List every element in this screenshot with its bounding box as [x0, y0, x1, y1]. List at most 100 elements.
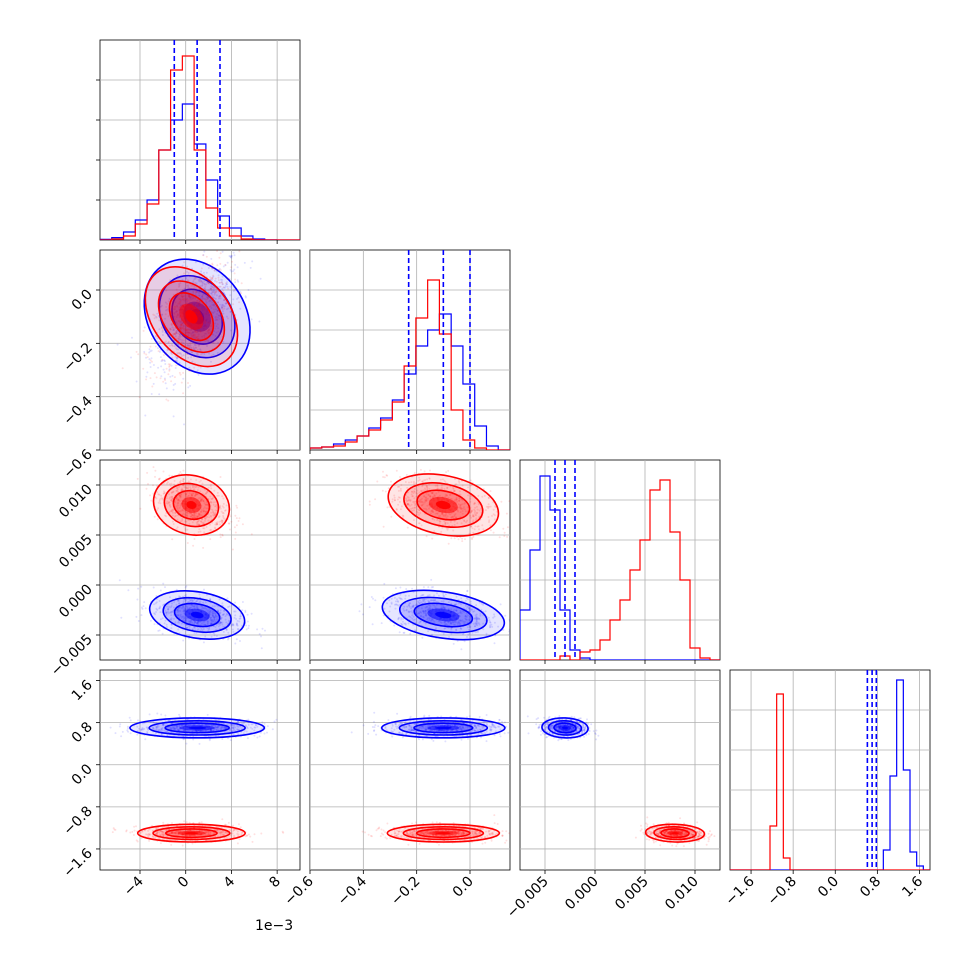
sample-point: [206, 330, 209, 333]
sample-point: [215, 624, 218, 627]
sample-point: [475, 618, 478, 621]
sample-point: [186, 515, 188, 518]
sample-point: [203, 531, 206, 534]
sample-point: [183, 617, 186, 619]
sample-point: [174, 305, 176, 308]
sample-point: [422, 586, 425, 589]
sample-point: [368, 500, 371, 503]
sample-point: [217, 276, 220, 279]
sample-point: [235, 638, 238, 641]
sample-point: [175, 310, 178, 313]
sample-point: [121, 730, 124, 733]
sample-point: [200, 520, 202, 523]
panel-1-1: [309, 249, 511, 454]
sample-point: [475, 505, 478, 508]
sample-point: [216, 523, 219, 526]
sample-point: [170, 499, 173, 502]
sample-point: [425, 597, 427, 600]
sample-point: [159, 589, 162, 592]
sample-point: [196, 369, 199, 372]
sample-point: [218, 256, 221, 259]
sample-point: [231, 260, 234, 263]
sample-point: [202, 623, 205, 626]
sample-point: [185, 486, 188, 489]
sample-point: [193, 623, 196, 626]
sample-point: [397, 600, 400, 603]
sample-point: [214, 292, 217, 295]
sample-point: [179, 325, 182, 328]
sample-point: [469, 511, 472, 514]
sample-point: [177, 320, 180, 322]
sample-point: [177, 609, 180, 612]
sample-point: [216, 494, 219, 497]
sample-point: [156, 518, 159, 521]
sample-point: [201, 294, 204, 297]
sample-point: [177, 614, 180, 617]
sample-point: [209, 597, 212, 600]
sample-point: [470, 608, 473, 611]
sample-point: [212, 511, 215, 514]
sample-point: [461, 503, 464, 506]
sample-point: [179, 373, 182, 376]
sample-point: [217, 330, 220, 333]
sample-point: [457, 503, 460, 506]
sample-point: [189, 486, 192, 489]
sample-point: [464, 538, 466, 541]
sample-point: [238, 250, 241, 253]
sample-point: [206, 296, 209, 299]
sample-point: [191, 351, 194, 354]
sample-point: [245, 628, 248, 631]
sample-point: [202, 499, 205, 502]
sample-point: [176, 499, 179, 501]
sample-point: [136, 477, 139, 480]
sample-point: [183, 344, 186, 347]
sample-point: [204, 285, 207, 288]
sample-point: [223, 286, 226, 289]
sample-point: [139, 507, 142, 510]
sample-point: [197, 278, 200, 281]
sample-point: [164, 379, 167, 381]
sample-point: [203, 334, 206, 337]
sample-point: [220, 281, 223, 284]
sample-point: [186, 331, 189, 334]
sample-point: [183, 513, 186, 516]
sample-point: [407, 611, 410, 614]
sample-point: [260, 647, 263, 650]
sample-point: [161, 358, 164, 361]
sample-point: [199, 304, 202, 307]
sample-point: [127, 727, 129, 730]
sample-point: [178, 500, 181, 502]
sample-point: [220, 306, 223, 309]
sample-point: [145, 487, 148, 490]
sample-point: [193, 275, 196, 278]
sample-point: [431, 603, 434, 606]
sample-point: [425, 606, 428, 608]
sample-point: [432, 599, 435, 602]
sample-point: [460, 603, 463, 606]
sample-point: [220, 621, 222, 624]
sample-point: [506, 535, 509, 538]
sample-point: [210, 501, 213, 504]
sample-point: [177, 600, 180, 602]
sample-point: [458, 619, 461, 622]
sample-point: [226, 612, 228, 615]
sample-point: [184, 348, 187, 351]
sample-point: [476, 508, 479, 511]
sample-point: [438, 523, 441, 526]
sample-point: [189, 298, 192, 301]
sample-point: [474, 625, 477, 628]
sample-point: [459, 611, 462, 614]
sample-point: [250, 533, 253, 536]
sample-point: [213, 617, 216, 620]
sample-point: [184, 618, 187, 621]
sample-point: [412, 604, 415, 607]
sample-point: [423, 507, 425, 510]
sample-point: [188, 329, 191, 332]
sample-point: [200, 498, 203, 501]
sample-point: [226, 285, 229, 288]
sample-point: [203, 282, 206, 285]
sample-point: [428, 494, 430, 497]
sample-point: [197, 344, 200, 347]
sample-point: [224, 263, 227, 266]
sample-point: [145, 375, 148, 378]
